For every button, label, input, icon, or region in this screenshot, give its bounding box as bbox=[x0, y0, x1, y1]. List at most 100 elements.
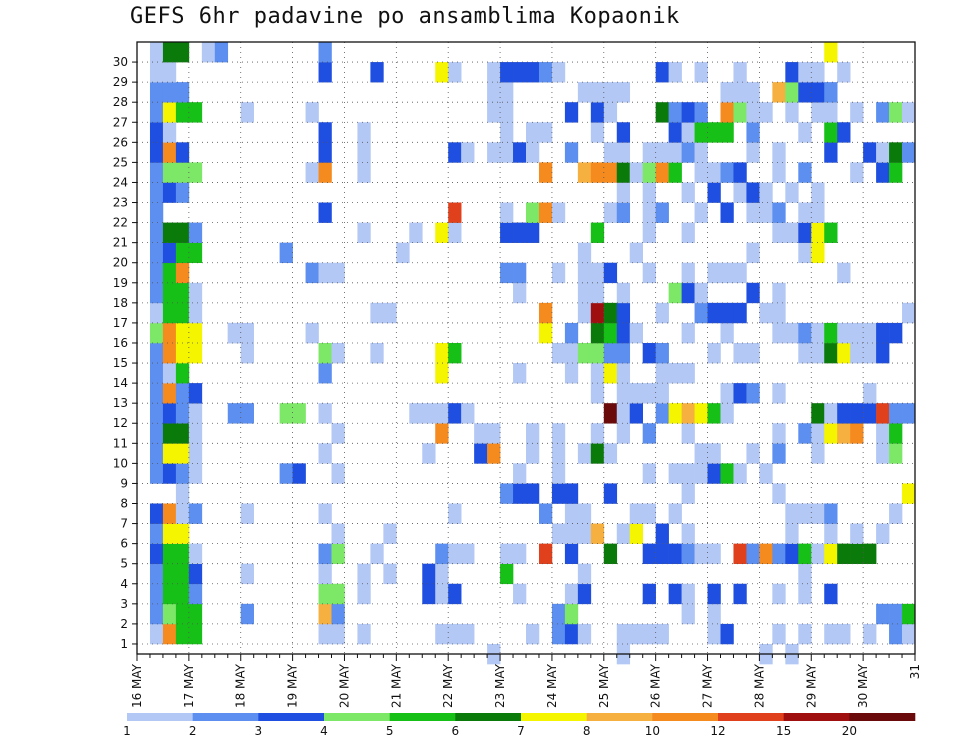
heatmap-cell bbox=[538, 543, 553, 565]
heatmap-cell bbox=[526, 142, 540, 163]
heatmap-cell bbox=[824, 42, 838, 63]
heatmap-cell bbox=[175, 42, 190, 63]
x-tick-label: 24 MAY bbox=[545, 663, 559, 708]
heatmap-cell bbox=[175, 182, 190, 203]
heatmap-cell bbox=[733, 102, 747, 123]
heatmap-cell bbox=[357, 122, 371, 143]
heatmap-cell bbox=[798, 222, 812, 243]
heatmap-cell bbox=[188, 322, 203, 344]
heatmap-cell bbox=[175, 102, 190, 123]
heatmap-cell bbox=[616, 623, 631, 645]
heatmap-cell bbox=[642, 383, 656, 404]
heatmap-cell bbox=[720, 383, 734, 404]
heatmap-cell bbox=[850, 543, 864, 565]
heatmap-cell bbox=[564, 102, 579, 123]
heatmap-cell bbox=[500, 483, 514, 504]
heatmap-cell bbox=[902, 603, 916, 625]
heatmap-cell bbox=[175, 483, 190, 504]
heatmap-cell bbox=[564, 483, 579, 504]
heatmap-cell bbox=[175, 162, 190, 183]
heatmap-cell bbox=[746, 342, 760, 364]
heatmap-cell bbox=[577, 583, 592, 605]
heatmap-cell bbox=[811, 62, 825, 83]
heatmap-cell bbox=[162, 563, 177, 585]
heatmap-cell bbox=[772, 142, 786, 163]
heatmap-cell bbox=[590, 122, 605, 143]
heatmap-cell bbox=[162, 463, 177, 484]
heatmap-cell bbox=[759, 543, 773, 565]
heatmap-cell bbox=[162, 503, 177, 524]
heatmap-cell bbox=[162, 623, 177, 645]
heatmap-cell bbox=[435, 342, 449, 364]
heatmap-cell bbox=[175, 563, 190, 585]
heatmap-cell bbox=[694, 62, 708, 83]
heatmap-cell bbox=[590, 102, 605, 123]
heatmap-cell bbox=[318, 122, 332, 143]
heatmap-cell bbox=[162, 363, 177, 384]
heatmap-cell bbox=[733, 463, 747, 484]
heatmap-cell bbox=[227, 403, 242, 424]
heatmap-cell bbox=[694, 463, 708, 484]
heatmap-cell bbox=[500, 222, 514, 243]
heatmap-cell bbox=[448, 583, 462, 605]
heatmap-cell bbox=[279, 403, 293, 424]
legend-label: 4 bbox=[320, 724, 328, 738]
heatmap-cell bbox=[175, 82, 190, 103]
y-tick-label: 27 bbox=[113, 115, 128, 129]
heatmap-cell bbox=[746, 443, 760, 464]
heatmap-cell bbox=[876, 162, 890, 183]
heatmap-cell bbox=[538, 62, 553, 83]
heatmap-cell bbox=[577, 82, 592, 103]
heatmap-cell bbox=[720, 322, 734, 344]
heatmap-cell bbox=[577, 523, 592, 544]
heatmap-cell bbox=[733, 383, 747, 404]
heatmap-cell bbox=[707, 342, 721, 364]
heatmap-cell bbox=[551, 202, 566, 223]
heatmap-cell bbox=[824, 583, 838, 605]
heatmap-cell bbox=[305, 162, 319, 183]
x-tick-label: 27 MAY bbox=[701, 663, 715, 708]
heatmap-cell bbox=[642, 583, 656, 605]
heatmap-cell bbox=[149, 242, 164, 264]
heatmap-cell bbox=[629, 322, 643, 344]
heatmap-cell bbox=[149, 82, 164, 103]
heatmap-cell bbox=[681, 483, 695, 504]
heatmap-cell bbox=[668, 403, 682, 424]
heatmap-cell bbox=[149, 222, 164, 243]
heatmap-cell bbox=[642, 543, 656, 565]
heatmap-cell bbox=[422, 583, 436, 605]
heatmap-cell bbox=[577, 242, 592, 264]
heatmap-cell bbox=[694, 403, 708, 424]
heatmap-cell bbox=[175, 242, 190, 264]
x-tick-label: 29 MAY bbox=[804, 663, 818, 708]
heatmap-cell bbox=[785, 62, 799, 83]
heatmap-cell bbox=[370, 302, 384, 324]
heatmap-cell bbox=[240, 102, 254, 123]
heatmap-cell bbox=[655, 202, 669, 223]
heatmap-cell bbox=[162, 162, 177, 183]
heatmap-cell bbox=[162, 262, 177, 284]
heatmap-cell bbox=[616, 342, 631, 364]
y-tick-label: 5 bbox=[120, 557, 128, 571]
y-tick-label: 10 bbox=[113, 456, 128, 470]
heatmap-cell bbox=[824, 122, 838, 143]
x-tick-label: 26 MAY bbox=[649, 663, 663, 708]
heatmap-cell bbox=[175, 222, 190, 243]
heatmap-cell bbox=[551, 483, 566, 504]
heatmap-cell bbox=[188, 162, 203, 183]
heatmap-cell bbox=[149, 363, 164, 384]
y-tick-label: 21 bbox=[113, 236, 128, 250]
heatmap-cell bbox=[162, 42, 177, 63]
heatmap-cell bbox=[837, 322, 851, 344]
heatmap-cell bbox=[798, 202, 812, 223]
heatmap-cell bbox=[785, 503, 799, 524]
heatmap-cell bbox=[772, 82, 786, 103]
heatmap-cell bbox=[188, 222, 203, 243]
heatmap-cell bbox=[603, 82, 618, 103]
heatmap-cell bbox=[616, 122, 631, 143]
heatmap-cell bbox=[837, 403, 851, 424]
heatmap-cell bbox=[603, 102, 618, 123]
heatmap-cell bbox=[175, 282, 190, 304]
heatmap-cell bbox=[746, 543, 760, 565]
